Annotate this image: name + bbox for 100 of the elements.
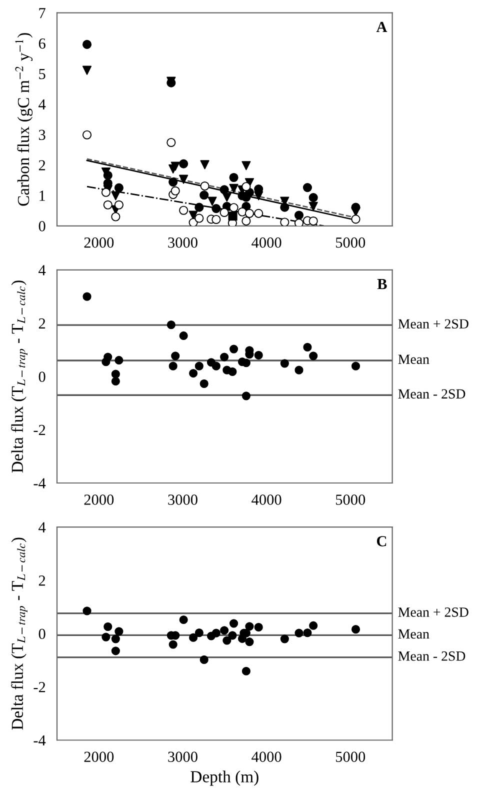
point — [208, 196, 217, 206]
point — [308, 193, 318, 202]
point — [200, 160, 210, 170]
point — [194, 214, 204, 223]
point — [171, 352, 180, 360]
point — [168, 362, 178, 370]
point — [303, 342, 312, 352]
point — [230, 619, 238, 628]
point — [166, 320, 176, 330]
point — [111, 370, 120, 378]
y-axis-title: Carbon flux (gC m$^{−2}$ y$^{−1}$) — [15, 33, 33, 206]
point — [228, 367, 237, 376]
point — [229, 184, 238, 193]
point — [351, 362, 360, 370]
y-tick-label: 3 — [38, 130, 46, 140]
point — [230, 344, 238, 354]
point — [245, 638, 254, 646]
point — [280, 202, 290, 212]
point — [229, 203, 238, 212]
x-tick-label: 4000 — [252, 752, 282, 762]
y-tick-label: -2 — [34, 682, 46, 692]
point — [309, 352, 318, 360]
x-tick-label: 3000 — [168, 494, 198, 505]
y-tick-label: 4 — [38, 522, 46, 532]
point — [179, 159, 188, 168]
point — [228, 212, 238, 221]
point — [189, 633, 198, 642]
annotation: C — [376, 536, 386, 546]
x-axis-title: Depth (m) — [190, 770, 258, 786]
point — [114, 183, 124, 192]
point — [228, 631, 237, 640]
point — [245, 622, 254, 631]
y-tick-label: -4 — [34, 478, 46, 488]
point — [194, 202, 204, 212]
x-tick-label: 3000 — [168, 237, 198, 248]
point — [308, 216, 318, 226]
point — [179, 331, 188, 340]
point — [179, 615, 188, 624]
point — [168, 178, 178, 187]
point — [242, 182, 251, 192]
point — [170, 186, 180, 196]
point — [351, 214, 360, 224]
point — [101, 188, 110, 197]
point — [194, 628, 204, 638]
point — [244, 208, 254, 218]
y-tick-label: 0 — [38, 628, 46, 640]
x-tick-label: 5000 — [336, 494, 366, 505]
point — [308, 202, 318, 211]
point — [82, 606, 92, 616]
ref-line-label: Mean — [398, 354, 430, 364]
point — [82, 40, 92, 50]
point — [280, 634, 289, 644]
y-tick-label: 2 — [38, 318, 46, 329]
annotation: A — [376, 22, 388, 32]
x-tick-label: 2000 — [84, 494, 114, 505]
x-tick-label: 5000 — [336, 752, 366, 762]
point — [242, 216, 251, 226]
point — [102, 632, 110, 642]
point — [254, 191, 264, 200]
point — [294, 210, 304, 220]
point — [212, 204, 221, 214]
y-tick-label: 4 — [38, 265, 46, 276]
x-tick-label: 2000 — [84, 752, 114, 762]
point — [200, 181, 210, 191]
point — [212, 214, 221, 224]
point — [170, 162, 180, 171]
y-tick-label: 2 — [38, 160, 46, 170]
point — [303, 628, 312, 638]
point — [254, 350, 263, 360]
ref-line-label: Mean - 2SD — [398, 389, 466, 399]
point — [222, 636, 232, 645]
x-tick-label: 2000 — [84, 237, 114, 248]
point — [294, 218, 304, 226]
point — [294, 366, 304, 374]
x-tick-label: 4000 — [252, 494, 282, 505]
x-tick-label: 3000 — [168, 752, 198, 762]
point — [309, 621, 318, 630]
point — [189, 368, 198, 378]
point — [212, 362, 220, 370]
point — [200, 655, 208, 664]
y-tick-label: 6 — [38, 38, 46, 49]
y-tick-label: 1 — [40, 190, 45, 201]
point — [212, 628, 220, 638]
ref-line-label: Mean — [398, 629, 430, 639]
y-tick-label: 2 — [38, 576, 46, 586]
ref-line-label: Mean + 2SD — [398, 319, 468, 329]
y-axis-title: Delta flux (T$_{L−trap}$ - T$_{L−calc}$) — [11, 280, 28, 473]
y-axis-title: Delta flux (T$_{L−trap}$ - T$_{L−calc}$) — [11, 538, 28, 730]
annotation: B — [377, 279, 387, 290]
y-tick-label: 4 — [38, 99, 46, 110]
point — [104, 622, 112, 631]
point — [179, 206, 188, 215]
point — [242, 161, 251, 170]
point — [302, 182, 312, 192]
point — [294, 628, 304, 638]
y-tick-label: 7 — [39, 8, 46, 18]
x-tick-label: 5000 — [336, 237, 366, 248]
point — [280, 359, 289, 368]
point — [82, 130, 92, 140]
x-tick-label: 4000 — [252, 237, 282, 248]
